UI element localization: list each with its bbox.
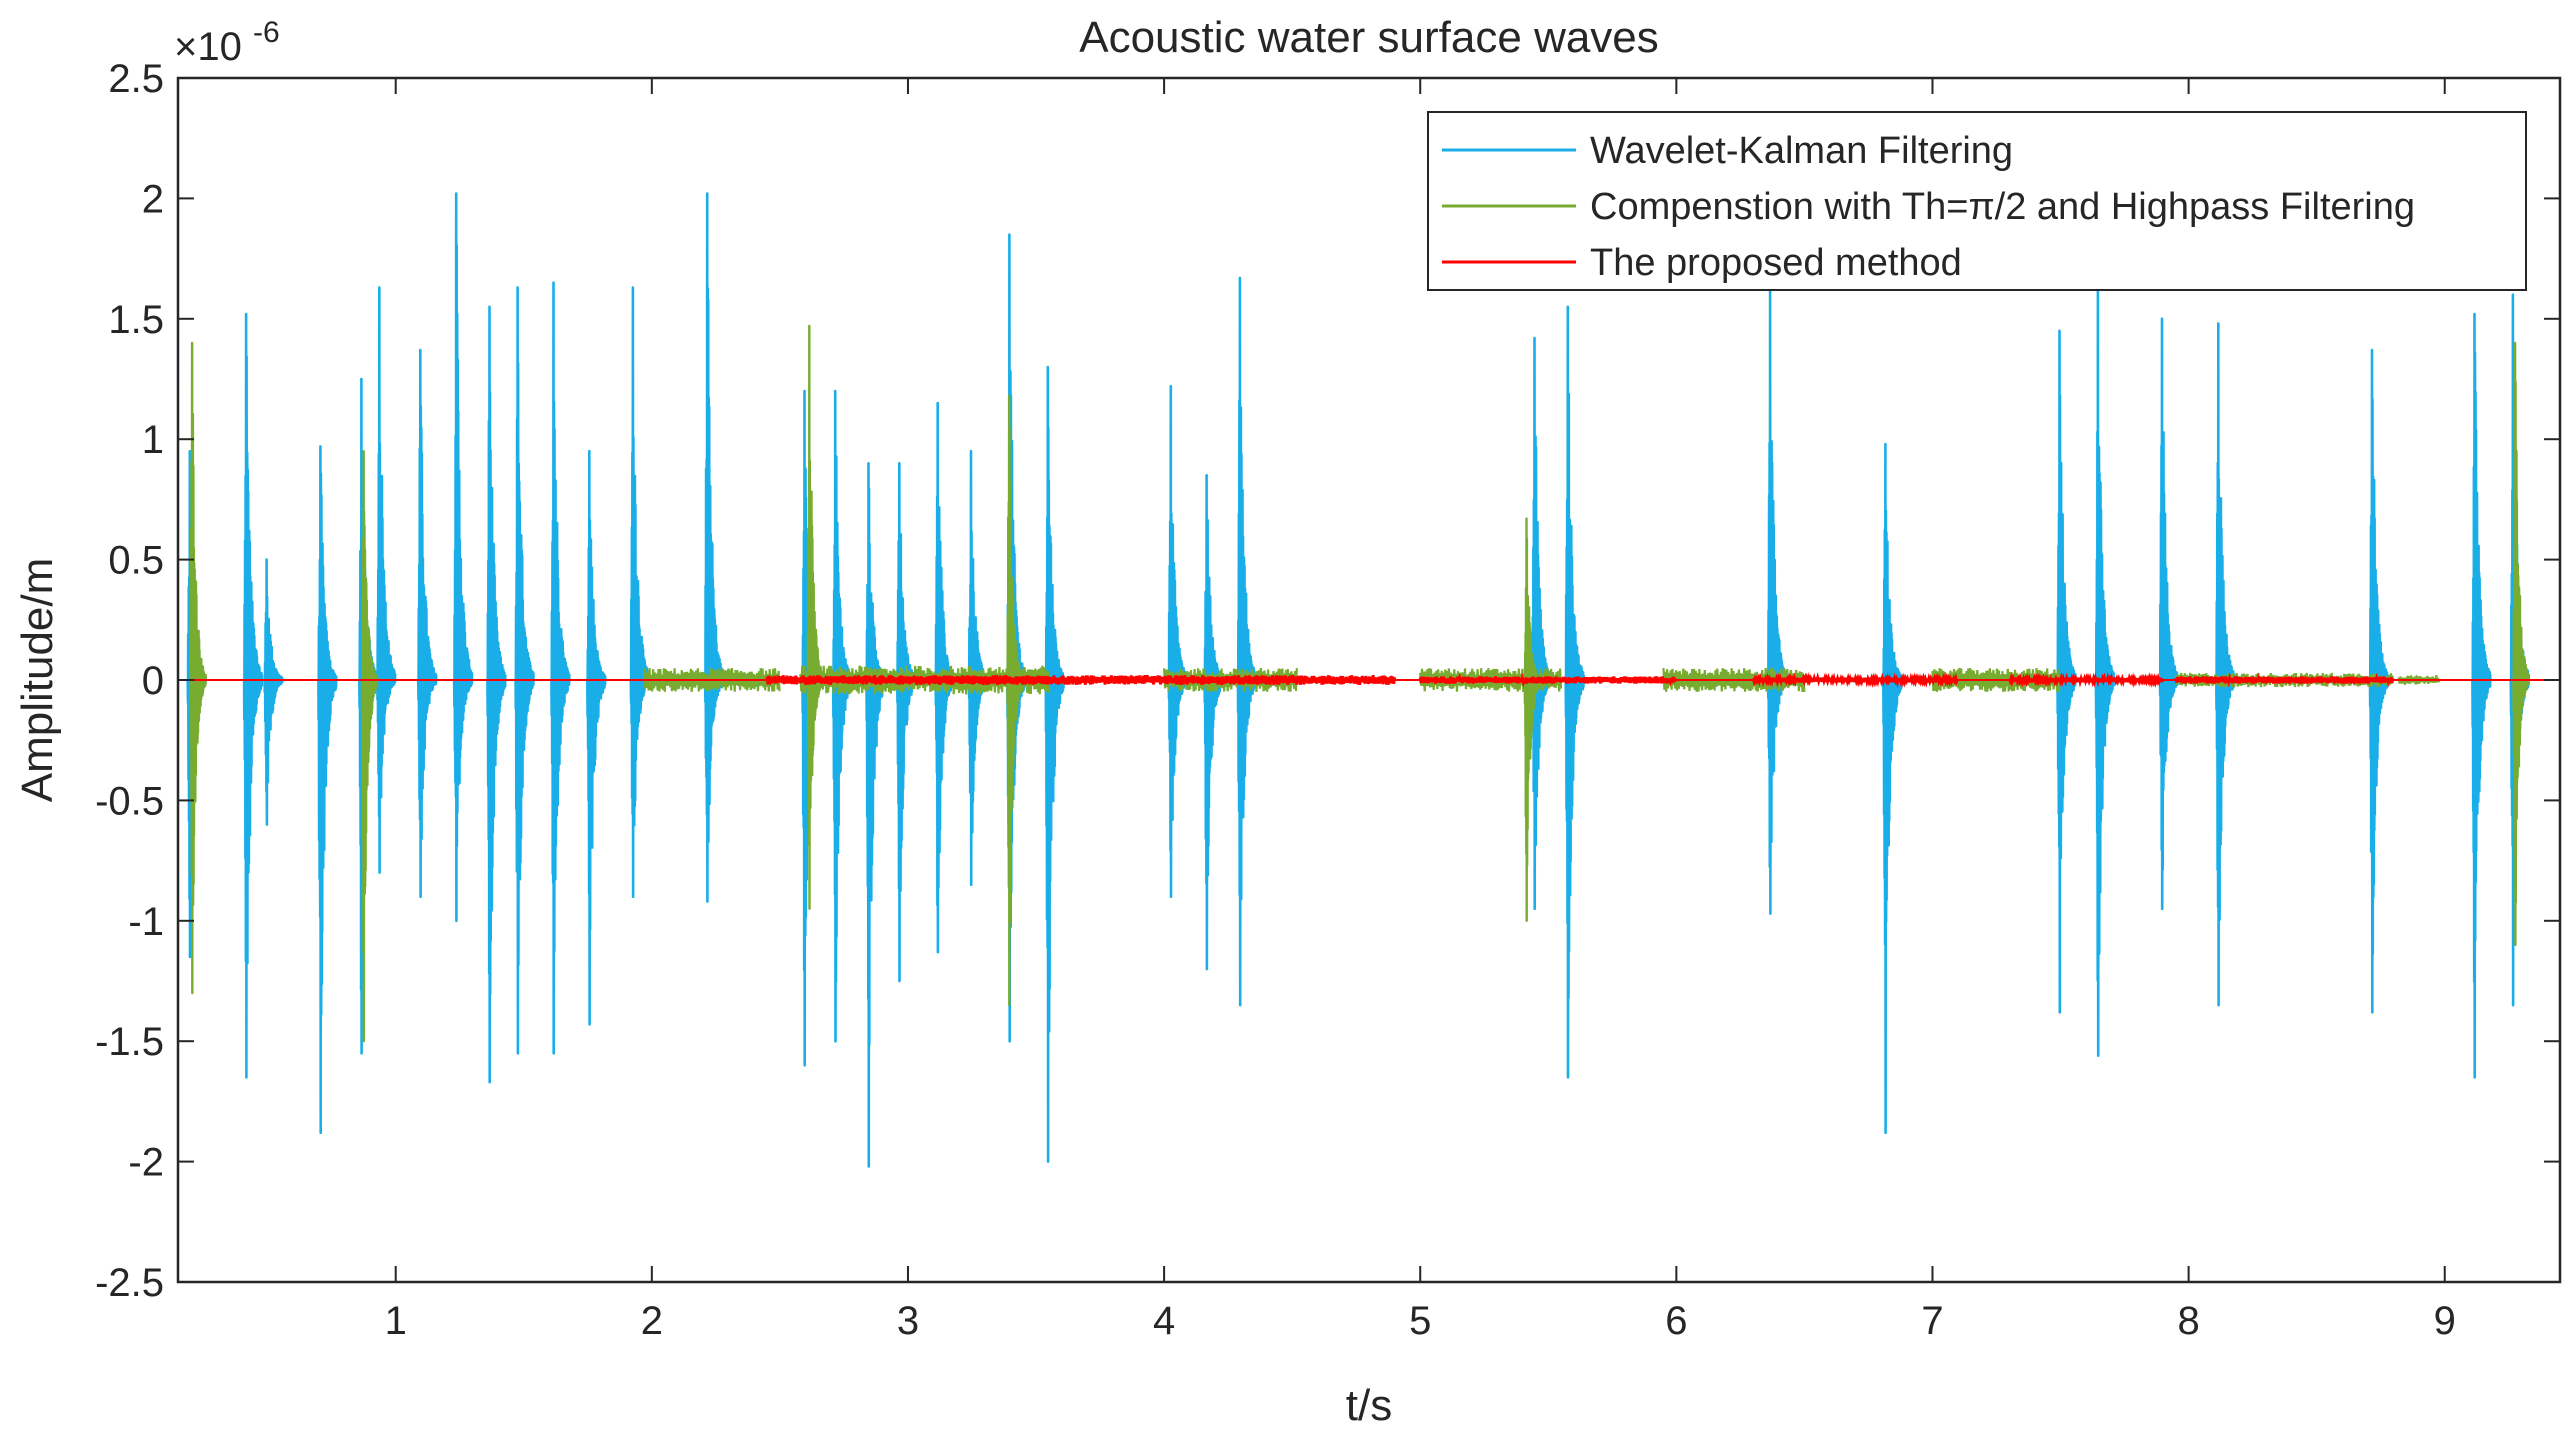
y-tick-label--1.5: -1.5 (95, 1020, 164, 1064)
burst-wavelet-kalman-31 (2158, 317, 2180, 911)
y-exponent-label: ×10 -6 (174, 16, 280, 69)
legend-entry-wavelet-kalman: Wavelet-Kalman Filtering (1590, 130, 2013, 172)
x-tick-label-9: 9 (2434, 1299, 2456, 1343)
burst-wavelet-kalman-9 (514, 286, 535, 1055)
legend: Wavelet-Kalman Filtering Compenstion wit… (1427, 111, 2527, 291)
chart-title: Acoustic water surface waves (1079, 13, 1659, 62)
x-tick-label-4: 4 (1153, 1299, 1175, 1343)
burst-wavelet-kalman-32 (2215, 322, 2236, 1007)
burst-wavelet-kalman-1 (242, 312, 264, 1079)
noise-band-proposed-method-4 (2174, 672, 2395, 688)
burst-wavelet-kalman-7 (452, 192, 474, 923)
noise-band-proposed-method-1 (1418, 672, 1678, 688)
burst-compensation-2 (806, 324, 825, 910)
burst-compensation-0 (189, 341, 207, 995)
x-tick-label-3: 3 (897, 1299, 919, 1343)
x-tick-label-1: 1 (385, 1299, 407, 1343)
burst-compensation-5 (2512, 341, 2530, 947)
y-tick-label-1.5: 1.5 (108, 298, 164, 342)
legend-entry-compensation: Compenstion with Th=π/2 and Highpass Fil… (1590, 186, 2415, 228)
burst-wavelet-kalman-21 (1044, 365, 1065, 1163)
y-tick-label--2: -2 (128, 1141, 164, 1185)
burst-wavelet-kalman-10 (550, 281, 571, 1055)
series-layer (178, 192, 2560, 1168)
y-axis-title: Amplitude/m (13, 558, 62, 803)
legend-entry-proposed-method: The proposed method (1590, 242, 1962, 284)
y-tick-label-0.5: 0.5 (108, 539, 164, 583)
y-tick-label-0: 0 (142, 659, 164, 703)
x-tick-label-8: 8 (2177, 1299, 2199, 1343)
y-exponent-base: ×10 (174, 25, 242, 69)
y-tick-label-2.5: 2.5 (108, 57, 164, 101)
y-tick-label--1: -1 (128, 900, 164, 944)
y-tick-label--0.5: -0.5 (95, 779, 164, 823)
burst-wavelet-kalman-34 (2471, 312, 2492, 1079)
y-exponent-power: -6 (253, 16, 280, 49)
x-axis-title: t/s (1346, 1381, 1392, 1430)
ticks-layer: 1 2 3 4 5 6 7 8 9 -2.5 -2 -1.5 -1 -0.5 0 0.5 1 1.5 2 2.5 (95, 57, 2560, 1343)
burst-wavelet-kalman-5 (376, 286, 397, 874)
burst-wavelet-kalman-12 (629, 286, 651, 898)
noise-band-proposed-method-0 (765, 675, 1397, 685)
x-tick-label-6: 6 (1665, 1299, 1687, 1343)
burst-wavelet-kalman-6 (416, 348, 438, 898)
x-tick-label-2: 2 (641, 1299, 663, 1343)
x-tick-label-5: 5 (1409, 1299, 1431, 1343)
burst-wavelet-kalman-2 (263, 558, 284, 826)
noise-band-proposed-method-2 (1751, 672, 1959, 689)
legend-box (1427, 111, 2527, 291)
y-tick-label-1: 1 (142, 418, 164, 462)
y-tick-label--2.5: -2.5 (95, 1261, 164, 1305)
noise-band-proposed-method-3 (2007, 672, 2165, 688)
x-tick-label-7: 7 (1921, 1299, 1943, 1343)
y-tick-label-2: 2 (142, 177, 164, 221)
burst-wavelet-kalman-8 (486, 305, 507, 1084)
burst-wavelet-kalman-3 (317, 445, 338, 1134)
